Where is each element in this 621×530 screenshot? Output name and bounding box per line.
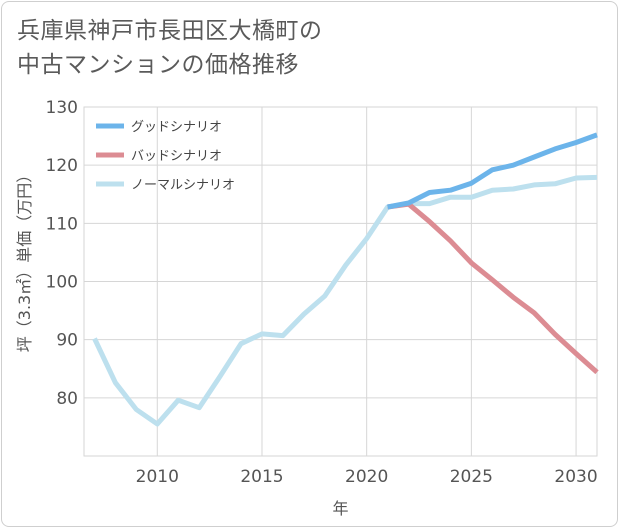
y-axis-label: 坪（3.3㎡）単価（万円）	[15, 167, 34, 352]
chart-title-line2: 中古マンションの価格推移	[17, 52, 299, 78]
y-tick-label: 120	[46, 156, 78, 176]
legend-label-2: ノーマルシナリオ	[131, 178, 235, 193]
x-tick-label: 2020	[345, 467, 388, 487]
x-tick-labels: 2010 2015 2020 2025 2030	[136, 467, 598, 487]
y-tick-labels: 80 90 100 110 120 130	[46, 98, 78, 409]
series-line-1	[387, 201, 599, 375]
series-line-0	[387, 132, 598, 210]
y-tick-label: 90	[56, 331, 78, 351]
chart-title: 兵庫県神戸市長田区大橋町の 中古マンションの価格推移	[17, 14, 323, 82]
y-tick-label: 80	[56, 389, 78, 409]
y-tick-label: 110	[46, 214, 78, 234]
chart-title-line1: 兵庫県神戸市長田区大橋町の	[17, 18, 323, 44]
legend-label-1: バッドシナリオ	[131, 149, 222, 164]
legend-label-0: グッドシナリオ	[131, 120, 222, 135]
series-line-2	[92, 174, 598, 427]
x-tick-label: 2015	[240, 467, 283, 487]
x-tick-label: 2025	[450, 467, 493, 487]
x-tick-label: 2010	[136, 467, 179, 487]
y-tick-label: 100	[46, 273, 78, 293]
y-tick-label: 130	[46, 98, 78, 118]
x-tick-label: 2030	[554, 467, 597, 487]
series-lines	[92, 132, 599, 427]
x-axis-label: 年	[332, 499, 348, 518]
